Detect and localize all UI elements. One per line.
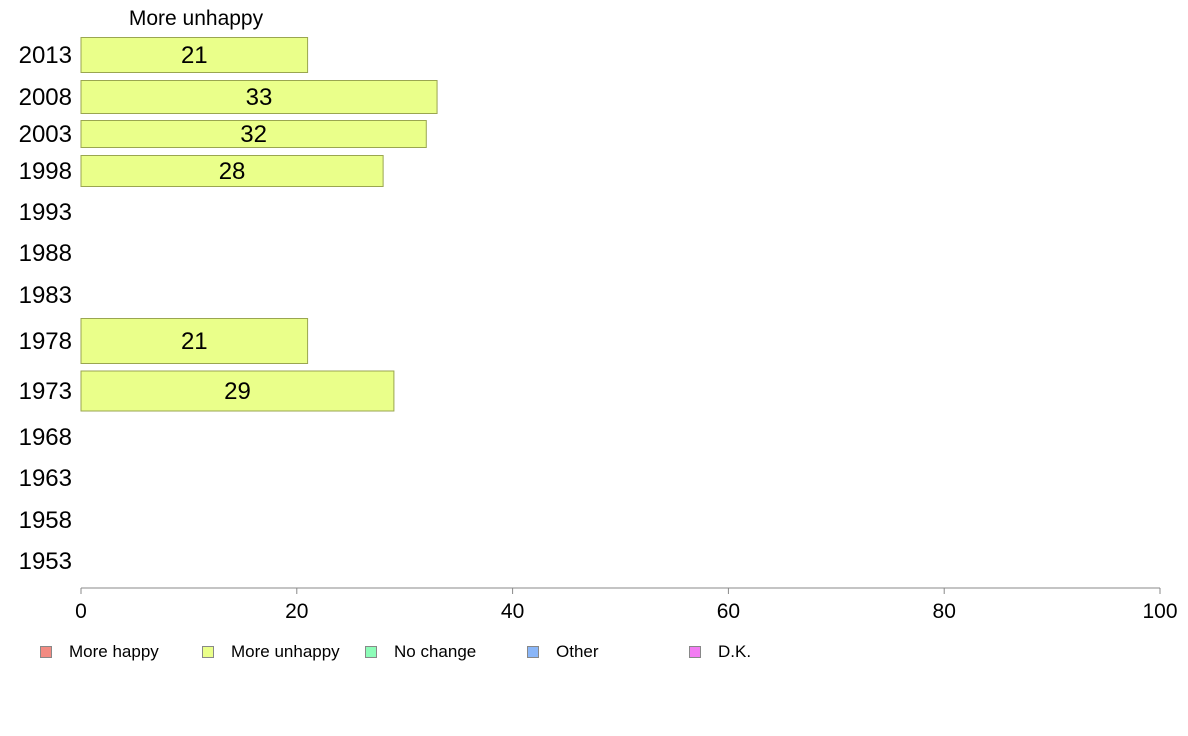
category-label-1993: 1993 bbox=[19, 199, 72, 226]
legend-item-dk: D.K. bbox=[689, 642, 751, 662]
category-label-1973: 1973 bbox=[19, 378, 72, 405]
x-tick-label-80: 80 bbox=[933, 600, 956, 623]
bar-value-label-2003: 32 bbox=[240, 121, 267, 148]
category-label-1968: 1968 bbox=[19, 424, 72, 451]
category-label-1978: 1978 bbox=[19, 328, 72, 355]
legend-label-more-happy: More happy bbox=[69, 642, 159, 661]
category-label-2008: 2008 bbox=[19, 84, 72, 111]
category-label-2013: 2013 bbox=[19, 42, 72, 69]
category-label-1983: 1983 bbox=[19, 282, 72, 309]
x-tick-label-0: 0 bbox=[75, 600, 87, 623]
legend-label-dk: D.K. bbox=[718, 642, 752, 661]
legend-swatch-more-unhappy bbox=[202, 646, 214, 658]
bar-1973 bbox=[80, 370, 395, 412]
bar-value-label-2013: 21 bbox=[181, 42, 208, 69]
category-label-1958: 1958 bbox=[19, 507, 72, 534]
category-label-2003: 2003 bbox=[19, 121, 72, 148]
bar-2013 bbox=[80, 37, 309, 73]
bar-value-label-1978: 21 bbox=[181, 328, 208, 355]
bar-2003 bbox=[80, 120, 427, 148]
legend-swatch-other bbox=[527, 646, 539, 658]
legend: More happy More unhappy No change Other … bbox=[40, 642, 840, 662]
legend-item-other: Other bbox=[527, 642, 599, 662]
legend-item-no-change: No change bbox=[365, 642, 476, 662]
category-label-1998: 1998 bbox=[19, 158, 72, 185]
x-tick-label-40: 40 bbox=[501, 600, 524, 623]
legend-swatch-no-change bbox=[365, 646, 377, 658]
bar-1998 bbox=[80, 155, 384, 187]
x-tick-label-20: 20 bbox=[285, 600, 308, 623]
category-label-1963: 1963 bbox=[19, 465, 72, 492]
legend-label-no-change: No change bbox=[394, 642, 477, 661]
legend-item-more-unhappy: More unhappy bbox=[202, 642, 340, 662]
x-tick-label-60: 60 bbox=[717, 600, 740, 623]
legend-label-more-unhappy: More unhappy bbox=[231, 642, 340, 661]
bar-1978 bbox=[80, 318, 309, 364]
chart-title: More unhappy bbox=[129, 7, 264, 30]
bar-2008 bbox=[80, 80, 438, 114]
legend-swatch-dk bbox=[689, 646, 701, 658]
legend-item-more-happy: More happy bbox=[40, 642, 159, 662]
category-label-1953: 1953 bbox=[19, 548, 72, 575]
bar-value-label-1973: 29 bbox=[224, 378, 251, 405]
bar-value-label-2008: 33 bbox=[246, 84, 273, 111]
category-label-1988: 1988 bbox=[19, 240, 72, 267]
bar-value-label-1998: 28 bbox=[219, 158, 246, 185]
legend-swatch-more-happy bbox=[40, 646, 52, 658]
legend-label-other: Other bbox=[556, 642, 599, 661]
x-tick-label-100: 100 bbox=[1142, 600, 1177, 623]
